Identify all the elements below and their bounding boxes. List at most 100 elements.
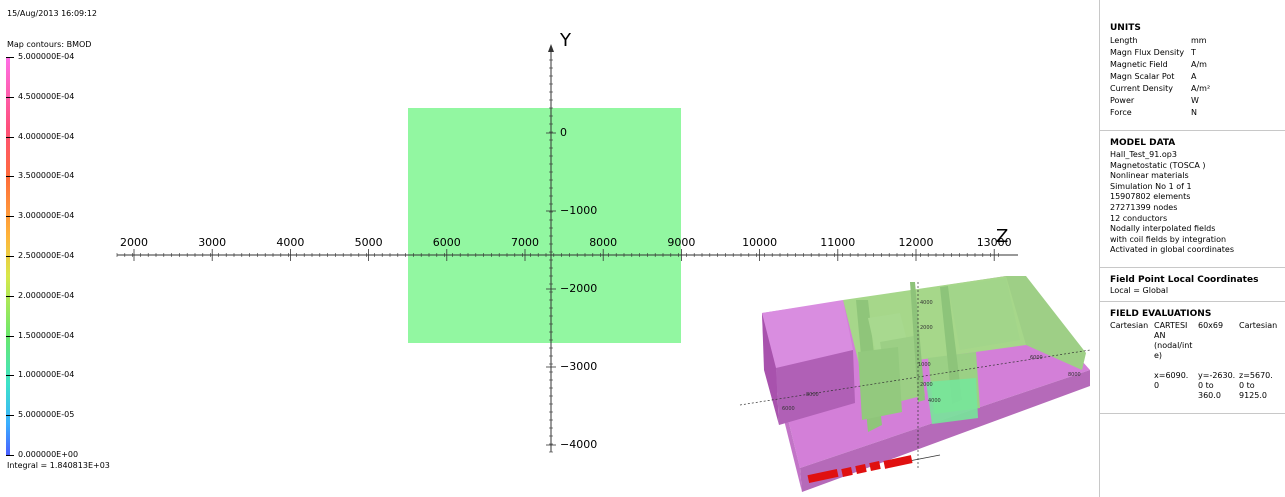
units-value: mm xyxy=(1191,36,1207,45)
legend-tick xyxy=(6,96,14,98)
z-tick-label: 3000 xyxy=(198,236,227,249)
units-name: Length xyxy=(1110,36,1138,45)
legend-tick xyxy=(6,455,14,456)
legend-level: 3.000000E-04 xyxy=(18,211,75,221)
model-3d-view xyxy=(739,276,1091,492)
field-eval-heading: FIELD EVALUATIONS xyxy=(1110,309,1212,319)
timestamp: 15/Aug/2013 16:09:12 xyxy=(7,9,98,18)
model-data-line: 15907802 elements xyxy=(1110,192,1191,202)
units-value: A/m² xyxy=(1191,84,1211,93)
green-partition-7 xyxy=(940,286,962,404)
y-tick-label: −4000 xyxy=(560,438,598,451)
model-data-line: Activated in global coordinates xyxy=(1110,245,1235,255)
z-tick-label: 7000 xyxy=(511,236,539,249)
legend-level: 5.000000E-05 xyxy=(18,410,75,420)
z-tick-label: 8000 xyxy=(589,236,618,249)
legend-title: Map contours: BMOD xyxy=(7,40,92,49)
field-eval-type: Cartesian xyxy=(1110,321,1149,330)
model-axis-label: 8000 xyxy=(806,392,819,398)
field-eval-y: y=-2630. 0 to 360.0 xyxy=(1198,371,1235,401)
model-axis-label: 4000 xyxy=(928,398,941,404)
sidebar-divider xyxy=(1099,0,1100,497)
field-eval-line: 0 to xyxy=(1198,381,1214,390)
model-axis-label: 2000 xyxy=(920,382,933,388)
z-tick-label: 2000 xyxy=(120,236,148,249)
model-axis-label: 4000 xyxy=(920,300,933,306)
field-eval-line: 0 xyxy=(1154,381,1160,390)
field-contour-region xyxy=(408,108,681,343)
field-eval-line: e) xyxy=(1154,351,1163,360)
z-tick-label: 5000 xyxy=(354,236,383,249)
units-name: Magnetic Field xyxy=(1110,60,1168,69)
z-tick-label: 13000 xyxy=(976,236,1012,249)
units-value: N xyxy=(1191,108,1197,117)
units-heading: UNITS xyxy=(1110,23,1141,33)
divider xyxy=(1099,301,1285,302)
z-tick-label: 10000 xyxy=(742,236,778,249)
field-eval-coord: Cartesian xyxy=(1239,321,1278,330)
legend-level: 3.500000E-04 xyxy=(18,171,75,181)
field-eval-line: CARTESI xyxy=(1154,321,1188,330)
green-partition-4 xyxy=(858,347,902,420)
y-tick-label: 0 xyxy=(560,126,567,139)
y-axis-arrow xyxy=(548,44,554,52)
legend-level: 2.000000E-04 xyxy=(18,290,75,300)
field-eval-line: AN xyxy=(1154,331,1166,340)
units-name: Force xyxy=(1110,108,1132,117)
y-tick-label: −2000 xyxy=(560,282,598,295)
model-axis-label: 8000 xyxy=(1068,372,1081,378)
units-name: Magn Flux Density xyxy=(1110,48,1185,57)
model-data-line: 27271399 nodes xyxy=(1110,203,1178,212)
model-data-line: Magnetostatic (TOSCA ) xyxy=(1110,160,1206,170)
field-eval-line: (nodal/int xyxy=(1154,341,1193,350)
legend-tick xyxy=(6,57,14,58)
legend-level: 0.000000E+00 xyxy=(18,450,79,459)
model-data-line: with coil fields by integration xyxy=(1110,234,1227,244)
units-name: Current Density xyxy=(1110,84,1174,93)
legend-level: 1.000000E-04 xyxy=(18,370,75,380)
model-axis-label: 2000 xyxy=(920,325,933,331)
divider xyxy=(1099,267,1285,268)
units-value: A xyxy=(1191,72,1197,81)
legend-tick xyxy=(6,295,14,297)
model-data-heading: MODEL DATA xyxy=(1110,138,1176,148)
field-eval-x: x=6090. 0 xyxy=(1154,371,1188,391)
units-value: T xyxy=(1191,48,1196,57)
y-tick-label: −1000 xyxy=(560,204,598,217)
axis-dash-x xyxy=(739,349,1091,406)
z-tick-label: 4000 xyxy=(276,236,305,249)
model-data-line: Nodally interpolated fields xyxy=(1110,224,1216,234)
field-eval-line: y=-2630. xyxy=(1198,371,1236,380)
integral-text: Integral = 1.840813E+03 xyxy=(7,461,110,470)
field-eval-grid: 60x69 xyxy=(1198,321,1224,330)
coils-row xyxy=(807,455,913,484)
green-partition-8 xyxy=(948,278,1020,350)
z-minor-ticks xyxy=(116,249,999,261)
z-axis-label: Z xyxy=(996,226,1009,247)
field-eval-line: z=5670. xyxy=(1239,371,1273,380)
legend-tick xyxy=(6,335,14,337)
y-axis-label: Y xyxy=(560,30,571,51)
legend-tick xyxy=(6,375,14,377)
field-eval-line: 9125.0 xyxy=(1239,391,1267,400)
units-name: Magn Scalar Pot xyxy=(1110,72,1175,81)
magenta-box-front xyxy=(776,350,855,425)
divider xyxy=(1099,130,1285,131)
field-eval-z: z=5670. 0 to 9125.0 xyxy=(1239,371,1273,401)
field-eval-line: x=6090. xyxy=(1154,371,1189,380)
legend-level: 4.500000E-04 xyxy=(18,91,75,101)
model-data-line: Hall_Test_91.op3 xyxy=(1110,150,1177,159)
units-value: W xyxy=(1191,96,1199,105)
y-minor-ticks xyxy=(546,59,556,453)
magenta-box-side xyxy=(762,313,779,425)
legend-tick xyxy=(6,136,14,138)
legend-tick xyxy=(6,256,14,257)
z-tick-label: 12000 xyxy=(898,236,934,249)
green-partition-6 xyxy=(910,282,925,402)
divider xyxy=(1099,413,1285,414)
legend-level: 4.000000E-04 xyxy=(18,131,75,141)
plot-canvas xyxy=(116,44,1018,453)
field-eval-line: 360.0 xyxy=(1198,391,1221,400)
field-eval-line: 0 to xyxy=(1239,381,1255,390)
green-right-wall xyxy=(1006,276,1086,370)
